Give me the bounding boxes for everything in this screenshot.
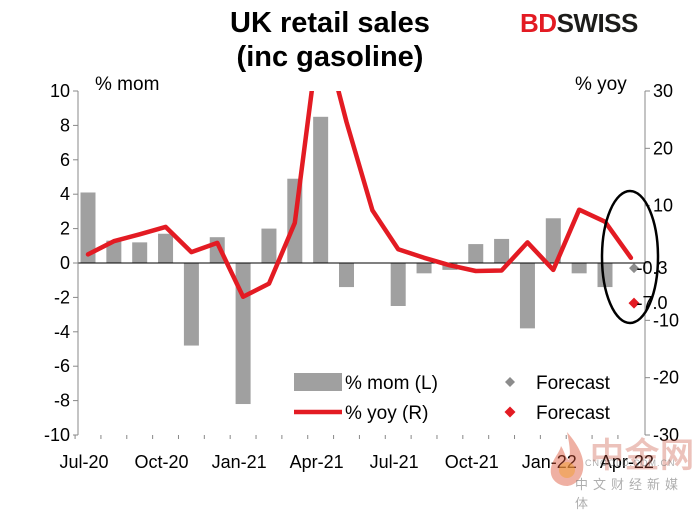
chart-page: UK retail sales (inc gasoline) BDSWISS %… (44, 6, 695, 511)
mom-bar (132, 242, 148, 263)
yoy-line (85, 91, 634, 300)
brand-logo: BDSWISS (520, 8, 638, 39)
mom-bar (468, 244, 484, 263)
left-axis-unit: % mom (95, 74, 160, 95)
forecast-yoy-label: -7.0 (636, 293, 667, 313)
right-tick-label: -10 (653, 310, 679, 330)
mom-bar (313, 116, 329, 263)
chart-title: UK retail sales (inc gasoline) (190, 6, 470, 74)
left-tick-label: -4 (54, 322, 70, 342)
mom-bar (494, 238, 510, 263)
x-tick-label: Jul-21 (370, 452, 419, 472)
left-tick-label: -6 (54, 356, 70, 376)
x-tick-label: Apr-21 (290, 452, 344, 472)
left-tick-label: 2 (60, 219, 70, 239)
x-tick-label: Apr-22 (600, 452, 654, 472)
mom-bar (261, 228, 277, 263)
left-tick-label: 8 (60, 115, 70, 135)
right-tick-label: 20 (653, 138, 673, 158)
left-tick-label: 4 (60, 184, 70, 204)
logo-part-bd: BD (520, 8, 557, 38)
left-tick-label: -8 (54, 391, 70, 411)
mom-bar (158, 233, 174, 263)
mom-bar (80, 192, 96, 263)
left-tick-label: -10 (44, 425, 70, 445)
logo-part-swiss: SWISS (556, 8, 639, 38)
mom-bar (390, 263, 406, 306)
chart-title-line1: UK retail sales (230, 7, 430, 39)
mom-bar (519, 263, 535, 329)
forecast-mom-marker (629, 263, 639, 274)
mom-bar (183, 263, 199, 346)
x-tick-label: Oct-21 (445, 452, 499, 472)
right-tick-label: -30 (653, 425, 679, 445)
right-tick-label: 10 (653, 196, 673, 216)
right-tick-label: 30 (653, 81, 673, 101)
watermark-text: 中金网 (590, 437, 695, 475)
legend-forecast-red-marker (504, 406, 516, 418)
legend-yoy-label: % yoy (R) (345, 403, 428, 424)
left-tick-label: -2 (54, 287, 70, 307)
forecast-mom-label: -0.3 (636, 258, 667, 278)
mom-bar (235, 263, 251, 405)
watermark-sub: CNGOLD.COM.CN (585, 458, 676, 468)
x-tick-label: Jan-21 (212, 452, 267, 472)
legend-forecast-red-label: Forecast (536, 403, 611, 424)
right-axis-unit: % yoy (575, 74, 627, 95)
right-tick-label: -20 (653, 368, 679, 388)
left-tick-label: 0 (60, 253, 70, 273)
legend-bar-swatch (294, 373, 342, 391)
left-tick-label: 6 (60, 150, 70, 170)
x-tick-label: Jul-20 (59, 452, 108, 472)
forecast-yoy-marker (628, 297, 640, 309)
left-tick-label: 10 (50, 81, 70, 101)
legend-mom-label: % mom (L) (345, 373, 438, 394)
x-tick-label: Oct-20 (135, 452, 189, 472)
mom-bar (571, 263, 587, 274)
mom-bar (339, 263, 354, 288)
mom-bar (416, 263, 432, 274)
legend-forecast-gray-label: Forecast (536, 373, 611, 394)
legend-forecast-gray-marker (505, 377, 515, 387)
watermark-flame-icon (550, 432, 584, 486)
forecast-highlight-ellipse (600, 189, 660, 325)
chart-title-line2: (inc gasoline) (236, 41, 424, 73)
mom-bar (545, 218, 561, 263)
mom-bar (106, 240, 122, 263)
watermark-cn: 中文财经新媒体 (575, 477, 684, 511)
